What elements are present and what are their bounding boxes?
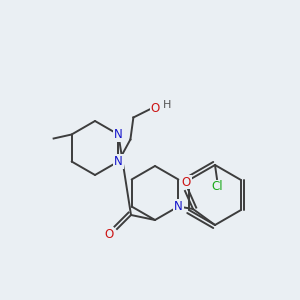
Text: H: H	[163, 100, 172, 110]
Text: O: O	[182, 176, 190, 188]
Text: N: N	[114, 155, 123, 168]
Text: N: N	[114, 128, 123, 141]
Text: O: O	[151, 102, 160, 115]
Text: O: O	[104, 229, 114, 242]
Text: N: N	[174, 200, 183, 213]
Text: Cl: Cl	[211, 181, 223, 194]
